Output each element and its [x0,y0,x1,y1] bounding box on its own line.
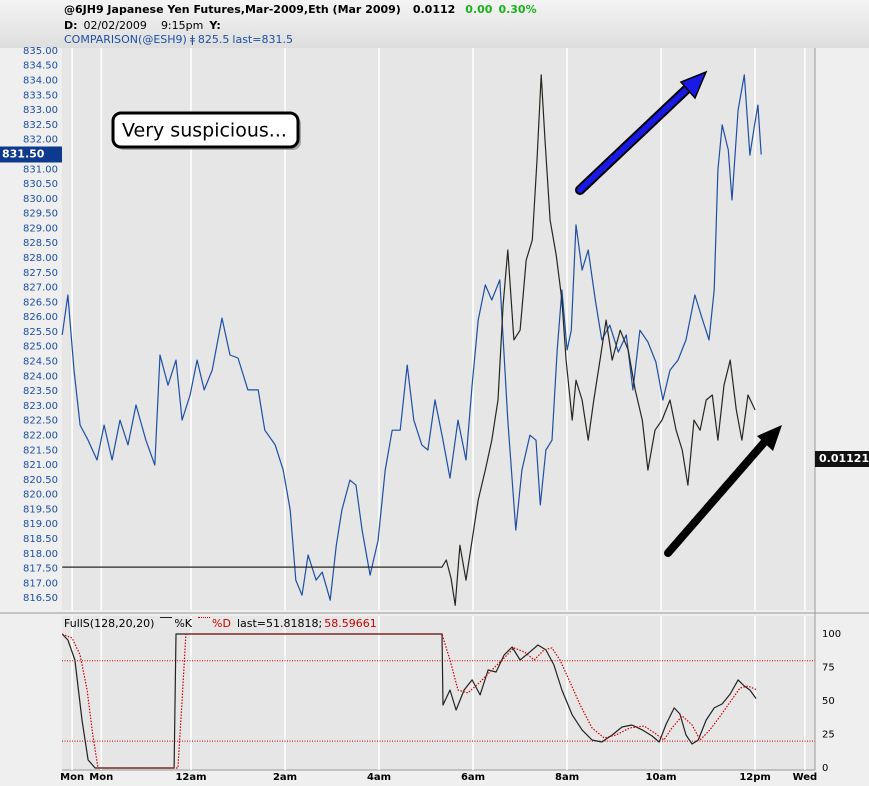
y-tick-label: 824.00 [23,371,58,382]
comparison-marker: ǂ [189,33,195,46]
series-line [62,74,756,606]
y-tick-label: 826.50 [23,297,58,308]
last-price-badge [815,451,869,467]
last-price-label: 0.01121 [819,452,869,465]
x-tick-label: 2am [273,772,297,783]
x-tick-label: 6am [461,772,485,783]
blue-arrow [575,70,708,195]
y-tick-label: 832.50 [23,120,58,131]
y-tick-label: 830.50 [23,179,58,190]
k-last: last=51.81818; [236,617,323,630]
study-name: FullS(128,20,20) [64,617,155,630]
change: 0.00 [465,3,493,16]
study-header: FullS(128,20,20) %K %D last=51.81818; 58… [0,617,869,630]
series-line [61,74,762,601]
comparison-name: COMPARISON(@ESH9) [64,33,187,46]
change-pct: 0.30% [498,3,537,16]
y-tick-label: 834.50 [23,61,58,72]
x-tick-label: Mon [89,772,113,783]
header-row-1: @6JH9 Japanese Yen Futures,Mar-2009,Eth … [0,3,869,16]
x-tick-label: Mon [60,772,84,783]
y-tick-label: 829.50 [23,209,58,220]
last-value-label: 831.50 [2,147,45,160]
y-tick-label: 827.50 [23,268,58,279]
time: 9:15pm [160,19,204,32]
annotation: Very suspicious... [122,120,287,142]
plot: 831.50 0.01121 [0,74,869,769]
k-legend-line [160,617,173,618]
x-tick-label: 10am [646,772,677,783]
y-tick-label: 25 [822,729,835,740]
instrument-title: @6JH9 Japanese Yen Futures,Mar-2009,Eth … [64,3,401,16]
y-tick-label: 835.00 [23,46,58,57]
y-tick-label: 822.00 [23,430,58,441]
x-tick-label: 12am [175,772,206,783]
y-tick-label: 828.50 [23,238,58,249]
y-tick-label: 819.50 [23,504,58,515]
y-tick-label: 817.50 [23,564,58,575]
k-legend: %K [174,617,193,630]
y-tick-label: 830.00 [23,194,58,205]
y-label: Y: [209,19,221,32]
y-tick-label: 820.00 [23,490,58,501]
y-tick-label: 821.50 [23,445,58,456]
header-band [0,0,869,48]
date: 02/02/2009 [83,19,147,32]
annotation-box [111,111,300,149]
y-tick-label: 0 [822,763,828,774]
y-tick-label: 825.50 [23,327,58,338]
y-tick-label: 820.50 [23,475,58,486]
last-price: 0.0112 [412,3,456,16]
study-plot-bg [62,616,815,770]
overlay: Very suspicious... [111,70,782,557]
last-value-badge [0,146,62,163]
y-tick-label: 823.00 [23,401,58,412]
y-tick-label: 832.00 [23,135,58,146]
y-tick-label: 824.50 [23,357,58,368]
y-tick-label: 75 [822,662,835,673]
black-arrow [664,425,782,557]
y-tick-label: 816.50 [23,593,58,604]
y-tick-label: 828.00 [23,253,58,264]
y-tick-label: 50 [822,696,835,707]
header-row-2: D: 02/02/2009 9:15pm Y: [0,19,869,32]
series-line [61,633,757,769]
d-label: D: [64,19,78,32]
y-tick-label: 100 [822,629,841,640]
d-legend-line [198,617,211,618]
y-tick-label: 826.00 [23,312,58,323]
x-tick-label: Wed [793,772,818,783]
y-tick-label: 823.50 [23,386,58,397]
y-tick-label: 831.00 [23,164,58,175]
y-tick-label: 818.50 [23,534,58,545]
y-tick-label: 818.00 [23,549,58,560]
y-tick-label: 817.00 [23,578,58,589]
header-row-3: COMPARISON(@ESH9) ǂ 825.5 last=831.5 [0,33,869,46]
y-tick-label: 829.00 [23,223,58,234]
y-tick-label: 821.00 [23,460,58,471]
y-tick-label: 822.50 [23,416,58,427]
x-tick-label: 12pm [739,772,771,783]
d-legend: %D [212,617,231,630]
y-tick-label: 833.50 [23,90,58,101]
y-tick-label: 834.00 [23,76,58,87]
y-tick-label: 827.00 [23,283,58,294]
y-tick-label: 819.00 [23,519,58,530]
comparison-value: 825.5 [197,33,230,46]
series-line [61,633,757,769]
d-last: 58.59661 [324,617,377,630]
y-tick-label: 825.00 [23,342,58,353]
x-tick-label: 8am [555,772,579,783]
x-tick-label: 4am [367,772,391,783]
y-tick-label: 833.00 [23,105,58,116]
comparison-last: last=831.5 [232,33,293,46]
